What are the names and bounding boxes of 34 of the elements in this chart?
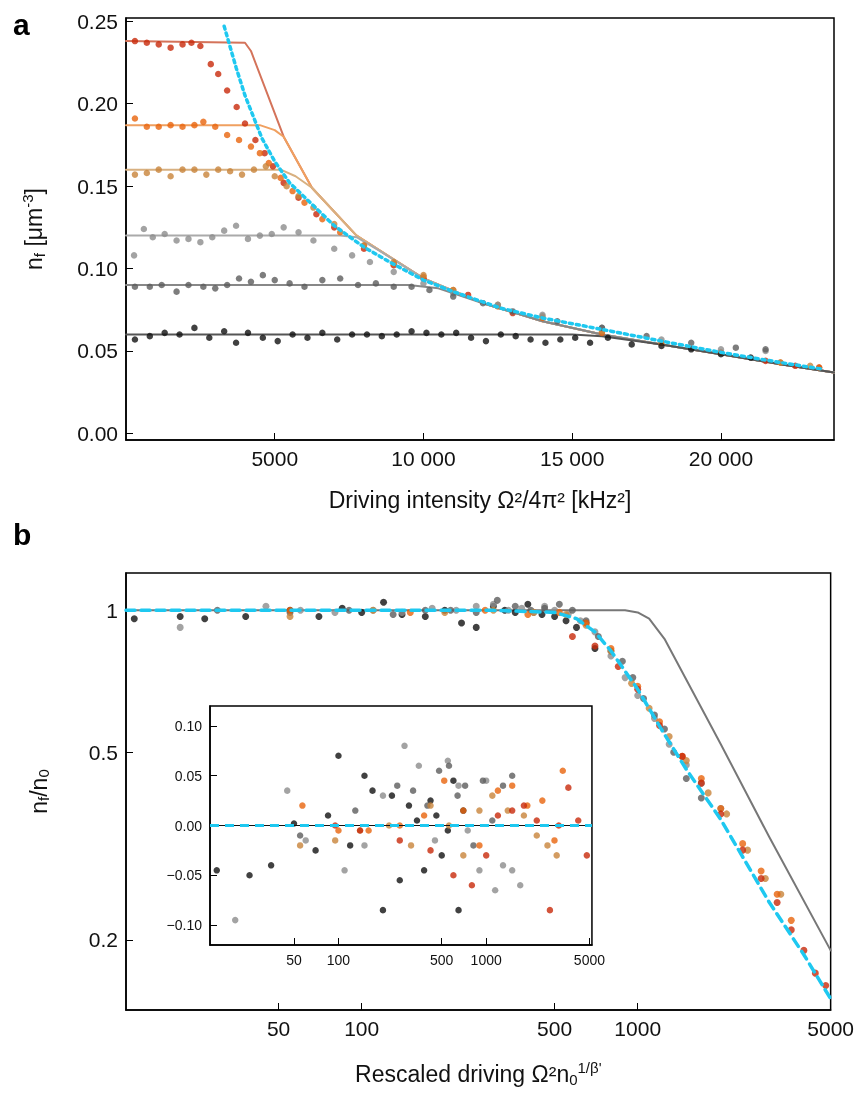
x-tick-label: 500 [430,952,454,968]
y-tick-label: 0.05 [77,339,118,363]
x-axis-title: Rescaled driving Ω²n01/β' [355,1059,602,1088]
x-tick-label: 5000 [251,447,299,470]
x-tick-label: 5000 [573,952,606,968]
x-tick-label: 5000 [807,1017,854,1040]
x-tick-label: 100 [344,1017,380,1040]
x-tick-label: 15 000 [540,447,605,470]
y-tick-label: 0.25 [77,9,118,33]
y-tick-label: 0.5 [88,740,118,764]
y-tick-label: −0.05 [166,867,203,884]
y-tick-label: 0.00 [77,421,118,445]
x-axis-title: Driving intensity Ω²/4π² [kHz²] [328,486,632,513]
y-tick-label: 0.2 [88,928,118,952]
x-tick-label: 20 000 [688,447,754,470]
y-axis-title: nf/n0 [25,769,52,814]
x-tick-label: 50 [286,952,302,968]
y-tick-label: 0.10 [174,717,203,734]
y-tick-label: 0.10 [77,257,118,281]
chart-title: a [13,7,30,41]
x-tick-label: 10 000 [391,447,456,470]
y-tick-label: 0.15 [77,174,118,198]
y-tick-label: 1 [106,598,118,622]
chart-title: b [13,517,32,551]
x-tick-label: 1000 [470,952,502,968]
x-tick-label: 1000 [614,1017,662,1040]
y-tick-label: 0.05 [174,767,203,784]
x-tick-label: 50 [266,1017,291,1040]
y-axis-title: nf [μm-3] [19,188,48,270]
y-tick-label: 0.20 [77,92,118,116]
x-tick-label: 100 [326,952,351,968]
y-tick-label: −0.10 [166,917,203,934]
y-tick-label: 0.00 [174,817,203,834]
x-tick-label: 500 [537,1017,573,1040]
